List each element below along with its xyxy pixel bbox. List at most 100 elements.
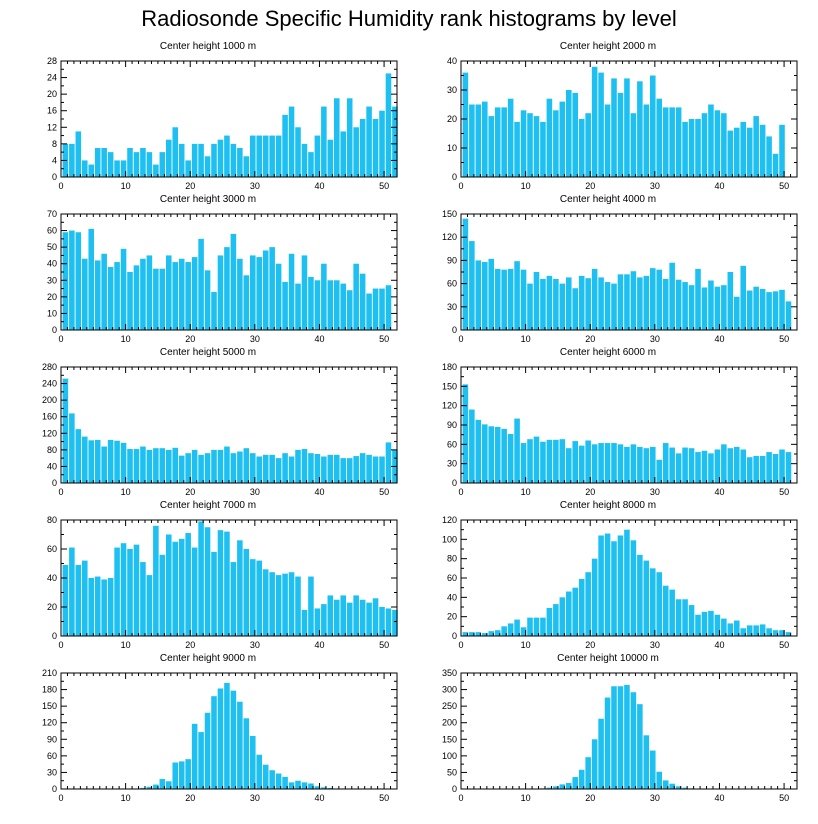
histogram-bar	[650, 446, 656, 483]
histogram-bar	[662, 780, 669, 789]
histogram-bar	[178, 258, 185, 330]
histogram-bar	[553, 786, 559, 789]
histogram-bar	[88, 578, 95, 636]
histogram-bar	[637, 277, 643, 330]
y-tick-label: 80	[47, 515, 57, 525]
histogram-bar	[475, 260, 482, 330]
panel-7000m: Center height 7000 m 0 10 20 30 40 50 0 20 40 60 8…	[8, 500, 408, 653]
histogram-bar	[269, 572, 275, 636]
x-tick-label: 40	[714, 181, 724, 191]
histogram-bar	[146, 449, 153, 483]
histogram-bar	[282, 281, 288, 330]
histogram-bar	[321, 787, 327, 789]
histogram-bar	[75, 429, 82, 483]
histogram-bar	[379, 110, 385, 177]
histogram-bar	[637, 446, 643, 483]
panel-title: Center height 2000 m	[559, 41, 657, 52]
histogram-bar	[585, 572, 591, 636]
histogram-bar	[288, 572, 295, 636]
histogram-bar	[462, 72, 469, 177]
panel-8000m: Center height 8000 m 0 10 20 30 40 50 0 20 40 60 8…	[408, 500, 808, 653]
histogram-bar	[224, 247, 230, 330]
histogram-bar	[598, 535, 604, 636]
x-tick-label: 0	[458, 640, 463, 650]
histogram-bar	[482, 101, 488, 177]
histogram-bar	[469, 409, 475, 483]
histogram-bar	[269, 454, 275, 483]
histogram-bar	[598, 72, 604, 177]
histogram-bar	[662, 278, 669, 330]
histogram-bar	[721, 113, 727, 177]
histogram-bar	[527, 113, 533, 177]
x-tick-label: 10	[521, 640, 531, 650]
histogram-bar	[166, 781, 172, 789]
y-tick-label: 150	[442, 734, 457, 744]
x-tick-label: 10	[521, 793, 531, 803]
x-tick-label: 50	[379, 181, 389, 191]
histogram-bar	[727, 448, 734, 483]
histogram-bar	[734, 296, 740, 330]
histogram-bar	[88, 228, 95, 330]
x-tick-label: 0	[458, 334, 463, 344]
x-tick-label: 50	[779, 334, 789, 344]
y-tick-label: 20	[47, 292, 57, 302]
histogram-bar	[734, 127, 740, 177]
histogram-bar	[630, 444, 637, 483]
panel-title: Center height 9000 m	[159, 653, 257, 664]
histogram-plot: 0 10 20 30 40 50 0 10 20 30 40	[447, 56, 798, 191]
histogram-bar	[127, 449, 133, 483]
histogram-bar	[314, 454, 321, 483]
histogram-bar	[346, 290, 353, 330]
histogram-bar	[340, 595, 347, 636]
histogram-bar	[740, 121, 747, 177]
histogram-bar	[185, 262, 191, 330]
y-tick-label: 20	[47, 89, 57, 99]
y-tick-label: 60	[47, 751, 57, 761]
histogram-bar	[695, 268, 701, 330]
histogram-bar	[308, 276, 314, 330]
histogram-bar	[507, 434, 514, 483]
histogram-bar	[243, 448, 250, 483]
histogram-bar	[101, 579, 107, 636]
histogram-bar	[353, 456, 359, 483]
histogram-bar	[217, 688, 224, 789]
panel-title: Center height 6000 m	[559, 347, 657, 358]
histogram-bar	[243, 718, 250, 789]
histogram-bar	[572, 288, 579, 330]
x-tick-label: 0	[58, 334, 63, 344]
y-tick-label: 180	[42, 685, 57, 695]
y-tick-label: 120	[442, 401, 457, 411]
histogram-bar	[566, 591, 572, 636]
histogram-bar	[501, 269, 507, 330]
histogram-bar	[546, 439, 553, 483]
histogram-bar	[753, 455, 759, 483]
histogram-bar	[482, 261, 488, 330]
histogram-bar	[656, 459, 663, 483]
histogram-bar	[295, 283, 301, 330]
histogram-bar	[211, 449, 217, 483]
y-tick-label: 10	[447, 143, 457, 153]
x-tick-label: 10	[121, 640, 131, 650]
histogram-bar	[94, 148, 101, 177]
panel-2000m: Center height 2000 m 0 10 20 30 40 50 0 10 20 30 4…	[408, 41, 808, 194]
histogram-bar	[385, 73, 392, 177]
y-tick-label: 210	[42, 668, 57, 678]
x-tick-label: 30	[250, 793, 260, 803]
histogram-bar	[94, 260, 101, 330]
histogram-bar	[553, 439, 559, 483]
histogram-bar	[75, 564, 82, 636]
y-tick-label: 80	[47, 445, 57, 455]
histogram-bar	[159, 448, 166, 483]
histogram-bar	[282, 453, 288, 483]
histogram-bar	[559, 101, 566, 177]
histogram-bar	[243, 549, 250, 636]
histogram-bar	[688, 448, 695, 483]
histogram-bar	[527, 617, 533, 636]
panel-5000m: Center height 5000 m 0 10 20 30 40 50 0 40 80 120…	[8, 347, 408, 500]
y-tick-label: 180	[442, 362, 457, 372]
histogram-bar	[178, 761, 185, 789]
histogram-bar	[617, 686, 624, 789]
histogram-bar	[604, 282, 611, 330]
histogram-bar	[62, 564, 69, 636]
histogram-bar	[546, 787, 553, 789]
